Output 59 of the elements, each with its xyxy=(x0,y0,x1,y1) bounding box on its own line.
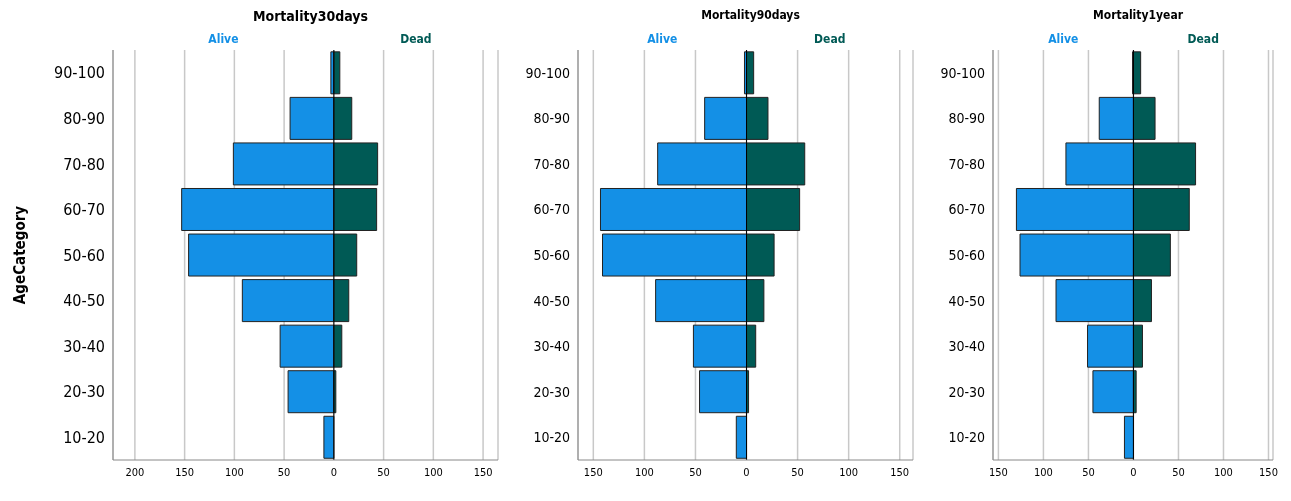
y-tick-label: 20-30 xyxy=(63,382,105,402)
y-tick-label: 50-60 xyxy=(948,246,985,263)
x-tick-label: 50 xyxy=(377,465,390,479)
x-tick-label: 50 xyxy=(791,465,804,479)
x-tick-label: 50 xyxy=(1082,465,1095,479)
x-tick-label: 150 xyxy=(583,465,603,479)
x-tick-label: 50 xyxy=(1172,465,1185,479)
y-tick-label: 90-100 xyxy=(525,64,570,81)
text: Alive xyxy=(1048,32,1079,46)
y-tick-label: 70-80 xyxy=(63,154,105,174)
y-tick-label: 40-50 xyxy=(948,292,985,309)
y-axis-title: AgeCategory xyxy=(11,205,30,305)
x-tick-label: 50 xyxy=(689,465,702,479)
y-tick-label: 60-70 xyxy=(948,201,985,218)
text: Dead xyxy=(400,32,432,46)
y-tick-label: 80-90 xyxy=(948,110,985,127)
x-tick-label: 150 xyxy=(175,465,195,479)
x-tick-label: 150 xyxy=(988,465,1008,479)
y-tick-label: 90-100 xyxy=(54,63,105,83)
y-tick-label: 10-20 xyxy=(63,427,105,447)
x-tick-label: 100 xyxy=(634,465,654,479)
x-tick-label: 100 xyxy=(1033,465,1053,479)
y-tick-label: 70-80 xyxy=(533,155,570,172)
text: Alive xyxy=(647,32,678,46)
y-tick-label: 70-80 xyxy=(948,155,985,172)
y-tick-label: 20-30 xyxy=(533,383,570,400)
x-tick-label: 200 xyxy=(125,465,145,479)
x-tick-label: 150 xyxy=(473,465,493,479)
y-tick-label: 50-60 xyxy=(63,245,105,265)
x-tick-label: 100 xyxy=(423,465,443,479)
text: Dead xyxy=(814,32,846,46)
x-tick-label: 100 xyxy=(839,465,859,479)
x-tick-label: 150 xyxy=(1259,465,1278,479)
y-tick-label: 30-40 xyxy=(948,338,985,355)
x-tick-label: 0 xyxy=(330,465,337,479)
y-tick-label: 10-20 xyxy=(948,429,985,446)
y-tick-label: 30-40 xyxy=(63,336,105,356)
chart-title: Mortality1year xyxy=(1092,8,1184,24)
y-tick-label: 40-50 xyxy=(533,292,570,309)
y-tick-label: 80-90 xyxy=(533,110,570,127)
y-tick-label: 20-30 xyxy=(948,383,985,400)
y-tick-label: 90-100 xyxy=(940,64,985,81)
x-tick-label: 0 xyxy=(743,465,750,479)
y-tick-label: 60-70 xyxy=(63,200,105,220)
y-tick-label: 40-50 xyxy=(63,291,105,311)
x-tick-label: 0 xyxy=(1130,465,1137,479)
y-tick-label: 30-40 xyxy=(533,338,570,355)
x-tick-label: 50 xyxy=(277,465,291,479)
text: Alive xyxy=(208,32,239,46)
y-tick-label: 50-60 xyxy=(533,246,570,263)
y-tick-label: 60-70 xyxy=(533,201,570,218)
text: Dead xyxy=(1187,32,1219,46)
x-tick-label: 100 xyxy=(1214,465,1233,479)
x-tick-label: 100 xyxy=(224,465,244,479)
x-tick-label: 150 xyxy=(890,465,910,479)
chart-title: Mortality30days xyxy=(251,8,370,26)
y-tick-label: 10-20 xyxy=(533,429,570,446)
chart-title: Mortality90days xyxy=(700,8,801,24)
y-tick-label: 80-90 xyxy=(63,109,105,129)
